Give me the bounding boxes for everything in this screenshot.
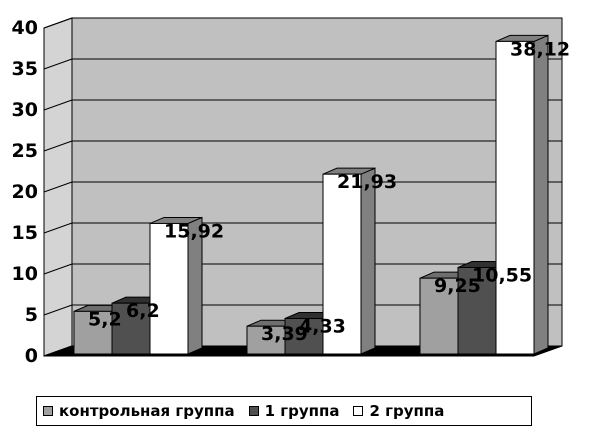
legend-item-group2: 2 группа <box>353 402 444 420</box>
y-tick-label: 40 <box>12 17 38 39</box>
legend-item-control: контрольная группа <box>43 402 235 420</box>
legend-label-group1: 1 группа <box>264 402 340 420</box>
grid-line-side <box>43 140 73 152</box>
grid-line-side <box>43 99 73 111</box>
y-tick-label: 20 <box>12 181 38 203</box>
y-tick-label: 0 <box>25 345 38 367</box>
legend-swatch-group2 <box>353 406 364 416</box>
y-tick-label: 10 <box>12 263 38 285</box>
bars <box>73 34 549 355</box>
y-tick-label: 35 <box>12 58 38 80</box>
data-label: 3,39 <box>261 323 308 345</box>
data-label: 38,12 <box>510 38 570 60</box>
data-label: 5,2 <box>88 308 122 330</box>
data-label: 15,92 <box>164 220 224 242</box>
data-label: 9,25 <box>434 275 481 297</box>
y-tick-label: 5 <box>25 304 38 326</box>
data-label: 4,33 <box>299 315 346 337</box>
bar <box>246 325 286 355</box>
y-tick-label: 30 <box>12 99 38 121</box>
bar <box>457 266 497 355</box>
bar-side <box>533 34 549 355</box>
data-label: 21,93 <box>337 171 397 193</box>
grid-line-side <box>43 222 73 234</box>
bar-side <box>360 167 376 355</box>
legend-label-group2: 2 группа <box>369 402 445 420</box>
grid-line-side <box>43 181 73 193</box>
legend-item-group1: 1 группа <box>248 402 340 420</box>
bar <box>149 222 189 355</box>
legend-label-control: контрольная группа <box>59 402 235 420</box>
data-label: 6,2 <box>126 300 160 322</box>
y-tick-label: 15 <box>12 222 38 244</box>
grid-line-side <box>43 263 73 275</box>
y-tick-label: 25 <box>12 140 38 162</box>
grid-line-side <box>43 304 73 316</box>
legend-swatch-control <box>43 406 53 416</box>
data-label: 10,55 <box>472 264 532 286</box>
grid-line-side <box>43 58 73 70</box>
bar <box>284 317 324 355</box>
y-axis-ticks: 0 5 10 15 20 25 30 35 40 <box>12 17 38 367</box>
bar <box>419 277 459 355</box>
legend: контрольная группа 1 группа 2 группа <box>36 396 532 426</box>
legend-swatch-group1 <box>248 406 259 416</box>
grid-line-side <box>43 17 73 29</box>
bar <box>322 173 362 355</box>
bar <box>495 40 535 355</box>
bar <box>111 302 151 355</box>
